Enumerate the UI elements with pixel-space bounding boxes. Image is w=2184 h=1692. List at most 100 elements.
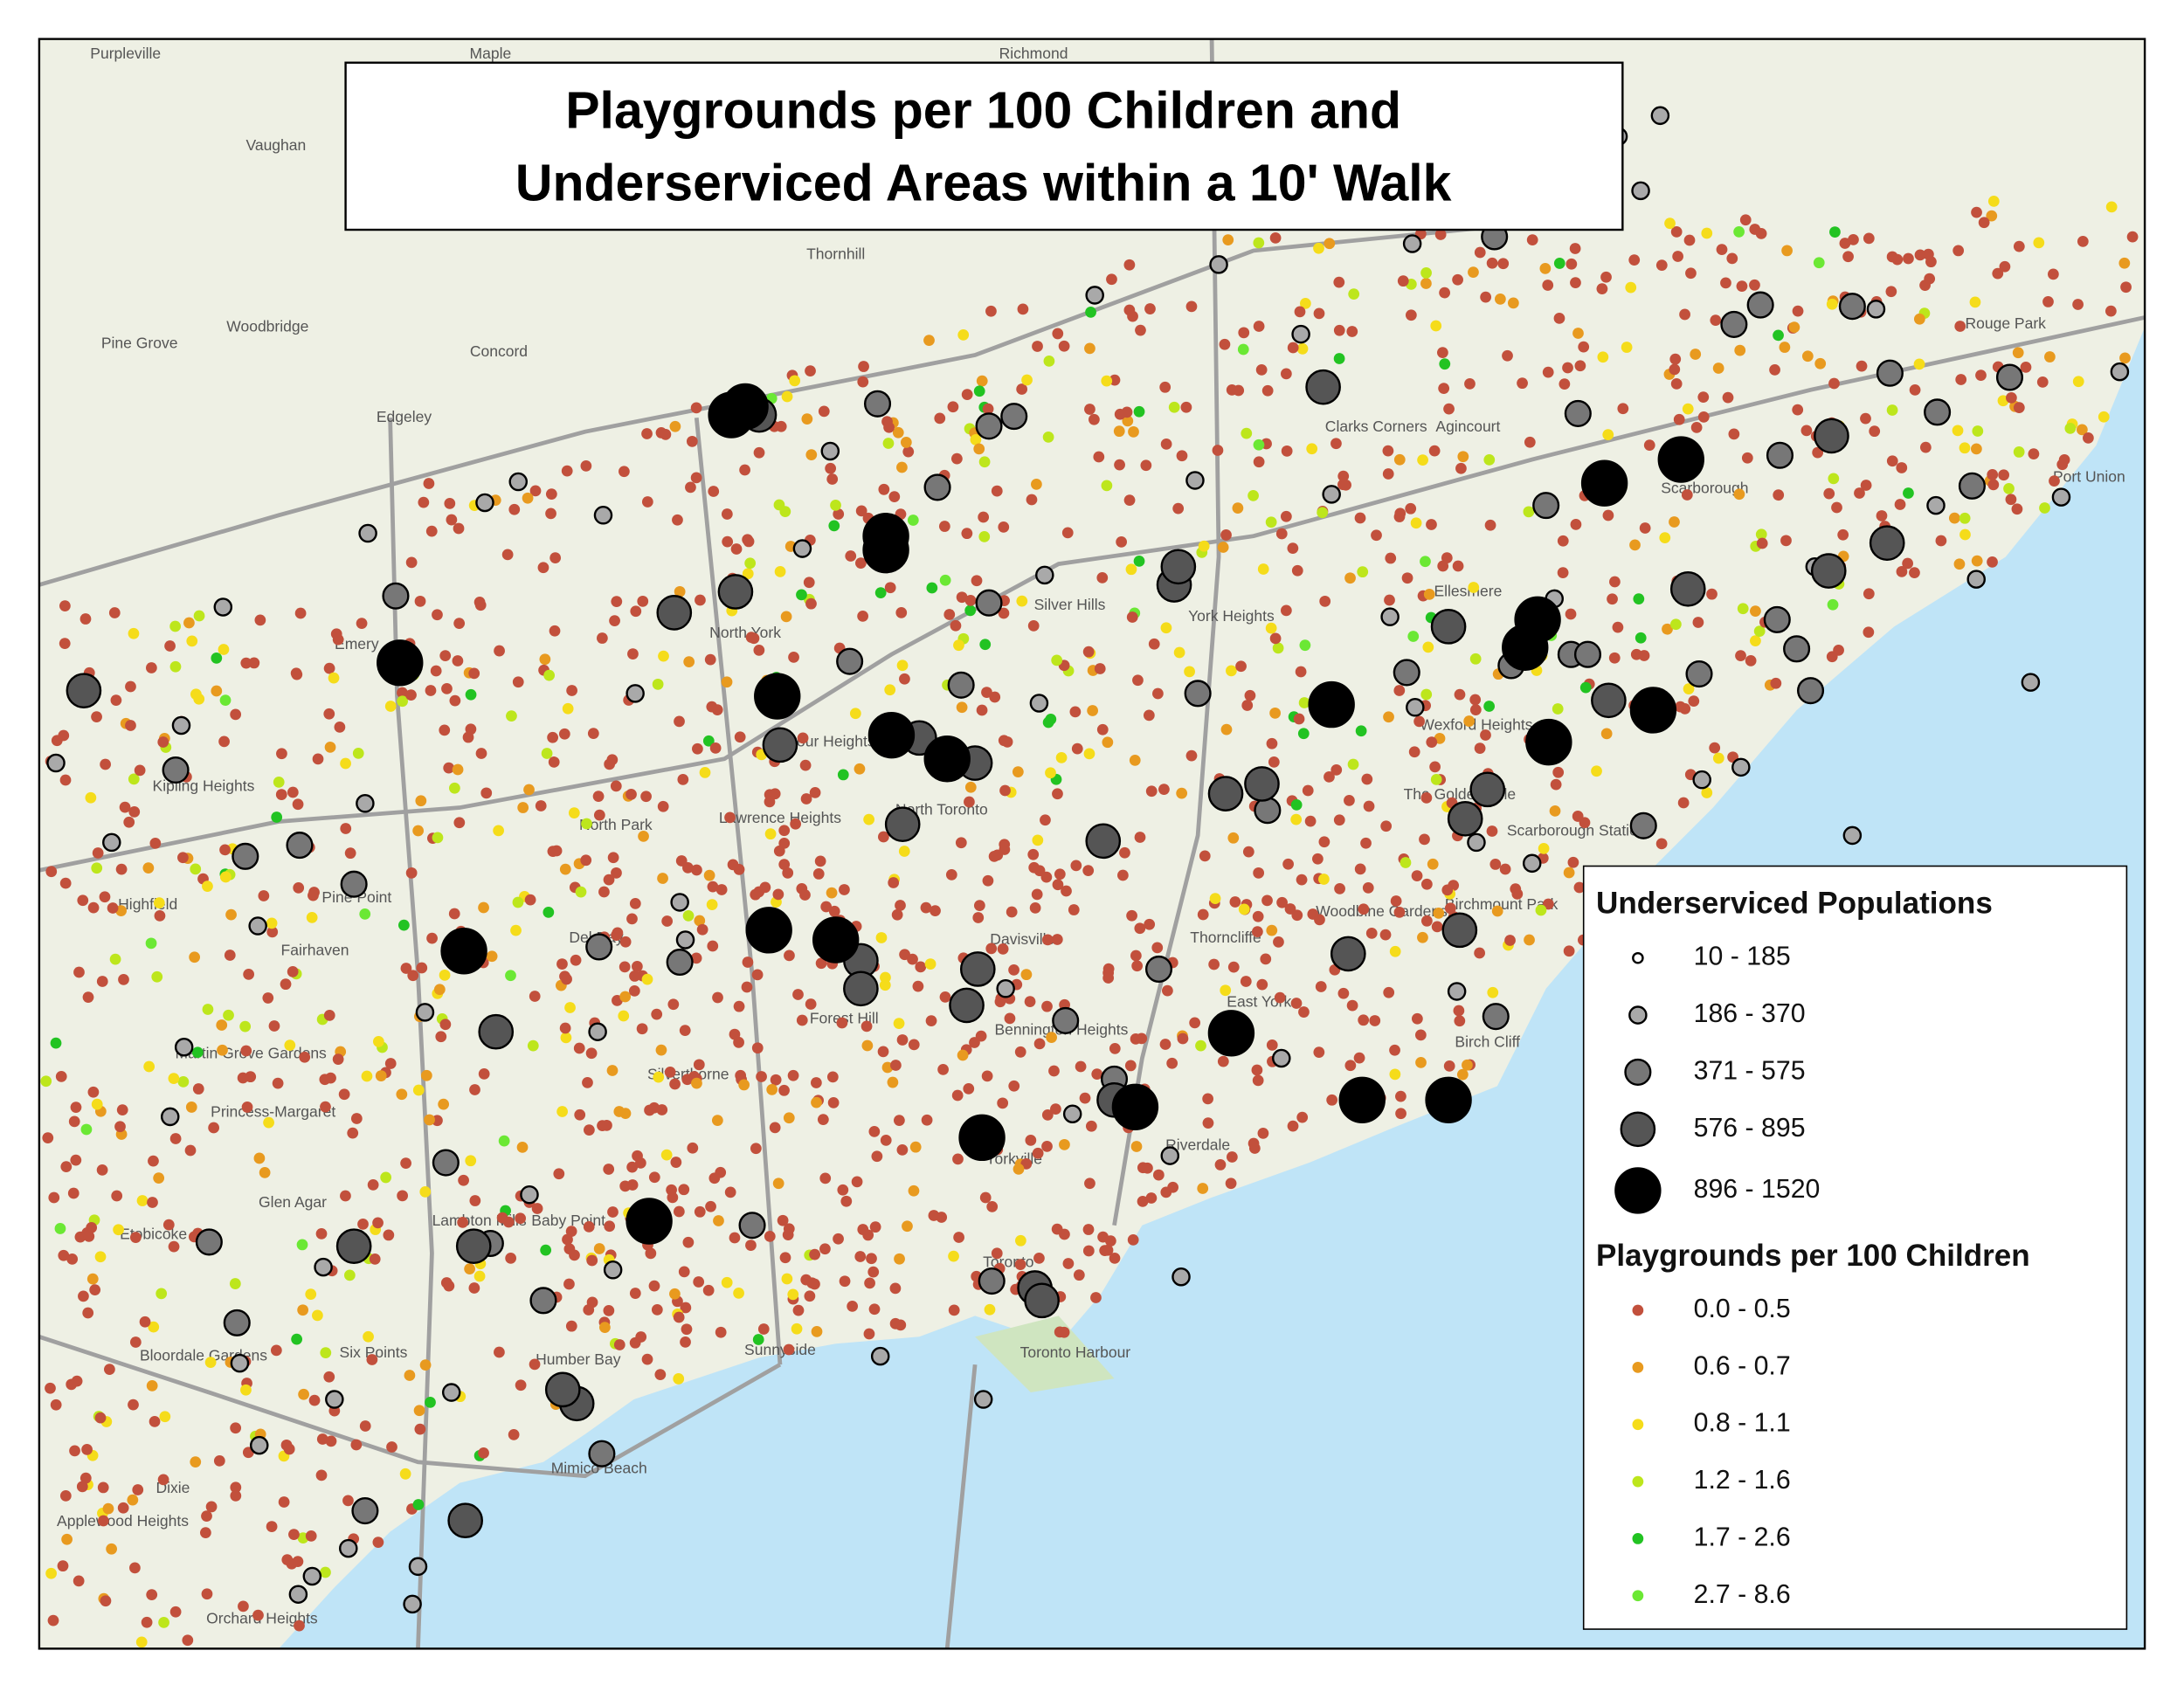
playground-dot	[673, 1373, 685, 1385]
playground-dot	[516, 1141, 529, 1153]
playground-dot	[369, 1253, 381, 1265]
playground-dot	[657, 800, 669, 812]
playground-dot	[114, 1121, 126, 1133]
playground-dot	[99, 891, 111, 903]
playground-dot	[1828, 473, 1840, 485]
playground-dot	[1468, 582, 1480, 593]
playground-dot	[1792, 404, 1804, 416]
playground-dot	[769, 1122, 781, 1134]
playground-dot	[1439, 287, 1450, 299]
playground-dot	[1456, 1068, 1469, 1081]
playground-dot	[1573, 881, 1586, 894]
playground-dot	[1959, 528, 1971, 541]
playground-dot	[1474, 947, 1486, 959]
playground-dot	[788, 652, 799, 663]
playground-dot	[100, 758, 111, 770]
playground-dot	[953, 639, 964, 652]
playground-dot	[880, 971, 891, 984]
playground-dot	[957, 1049, 969, 1061]
playground-dot	[756, 1071, 767, 1082]
legend-label: 371 - 575	[1694, 1056, 1806, 1085]
playground-dot	[691, 864, 702, 876]
place-label: Birch Cliff	[1455, 1033, 1520, 1051]
underserviced-circle	[358, 523, 377, 543]
playground-dot	[690, 472, 702, 484]
playground-dot	[592, 791, 605, 803]
playground-dot	[1863, 626, 1875, 639]
playground-dot	[777, 1214, 789, 1226]
underserviced-circle	[1052, 1006, 1080, 1034]
playground-dot	[1952, 425, 1964, 437]
playground-dot	[115, 863, 128, 875]
playground-dot	[2013, 402, 2025, 413]
playground-dot	[1750, 635, 1761, 646]
playground-dot	[1269, 707, 1281, 719]
playground-dot	[928, 1210, 940, 1221]
playground-dot	[118, 974, 129, 985]
underserviced-circle	[520, 1184, 539, 1205]
legend-symbol	[1632, 1361, 1644, 1373]
playground-dot	[1567, 856, 1579, 868]
playground-dot	[1633, 593, 1645, 604]
playground-dot	[91, 711, 102, 722]
playground-dot	[1101, 480, 1113, 492]
playground-dot	[224, 950, 236, 961]
playground-dot	[964, 594, 977, 606]
playground-dot	[730, 543, 743, 555]
playground-dot	[1683, 683, 1695, 694]
playground-dot	[1241, 700, 1254, 711]
playground-dot	[1826, 651, 1838, 663]
playground-dot	[1452, 273, 1463, 286]
playground-dot	[1052, 788, 1063, 800]
playground-dot	[964, 796, 975, 808]
playground-dot	[811, 1326, 823, 1337]
underserviced-circle	[2021, 673, 2041, 692]
playground-dot	[1185, 749, 1198, 762]
playground-dot	[574, 1108, 586, 1121]
playground-dot	[1253, 439, 1265, 451]
playground-dot	[1913, 358, 1925, 370]
playground-dot	[950, 619, 962, 632]
playground-dot	[193, 610, 205, 622]
playground-dot	[2120, 281, 2132, 294]
playground-dot	[601, 1119, 612, 1131]
playground-dot	[1082, 646, 1095, 658]
underserviced-circle	[314, 1257, 333, 1277]
playground-dot	[386, 1441, 397, 1453]
playground-dot	[961, 528, 973, 540]
playground-dot	[1779, 342, 1791, 353]
playground-dot	[1276, 896, 1288, 908]
playground-dot	[430, 665, 442, 677]
playground-dot	[48, 1191, 60, 1204]
playground-dot	[1014, 1259, 1026, 1270]
playground-dot	[1572, 328, 1584, 339]
playground-dot	[797, 732, 809, 744]
playground-dot	[1318, 874, 1330, 885]
playground-dot	[1638, 650, 1650, 661]
playground-dot	[1679, 703, 1691, 715]
playground-dot	[2077, 424, 2088, 436]
playground-dot	[375, 1070, 387, 1081]
playground-dot	[593, 1243, 605, 1254]
playground-dot	[1468, 266, 1479, 279]
playground-dot	[111, 1190, 123, 1202]
underserviced-circle	[1062, 1104, 1082, 1124]
playground-dot	[306, 911, 318, 923]
playground-dot	[1427, 858, 1439, 870]
playground-dot	[1486, 825, 1498, 837]
playground-dot	[692, 742, 703, 755]
playground-dot	[1935, 535, 1947, 547]
playground-dot	[1569, 243, 1581, 254]
legend-symbol	[1632, 951, 1644, 964]
playground-dot	[184, 1144, 197, 1157]
playground-dot	[669, 1288, 681, 1300]
playground-dot	[243, 968, 255, 980]
playground-dot	[764, 1230, 776, 1242]
place-label: Clarks Corners	[1325, 418, 1427, 435]
playground-dot	[148, 1155, 159, 1167]
playground-dot	[1572, 811, 1584, 822]
playground-dot	[855, 557, 867, 570]
playground-dot	[851, 1176, 863, 1188]
underserviced-circle	[1207, 776, 1244, 811]
playground-dot	[1426, 736, 1438, 749]
